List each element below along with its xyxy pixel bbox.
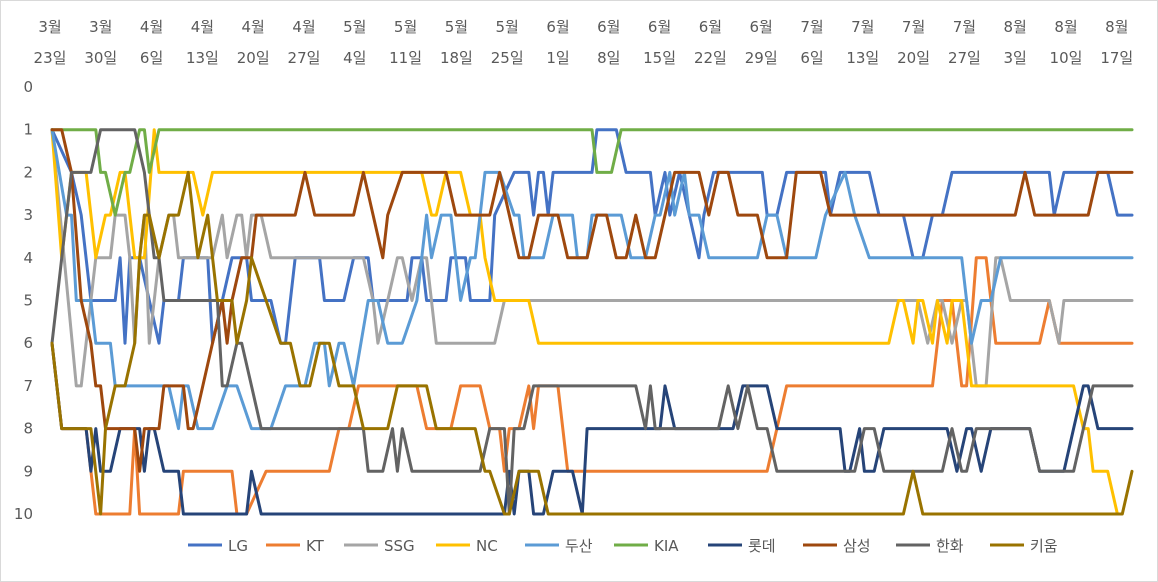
series-line-두산: [50, 128, 1134, 431]
x-tick-day: 8일: [597, 49, 620, 67]
legend-label: KT: [306, 537, 325, 555]
legend-label: 롯데: [748, 537, 776, 555]
x-tick-day: 27일: [288, 49, 321, 67]
x-tick-month: 6월: [648, 18, 671, 36]
x-tick-day: 20일: [897, 49, 930, 67]
legend-label: SSG: [384, 537, 415, 555]
y-tick-label: 6: [23, 334, 33, 352]
series-line-삼성: [50, 128, 1134, 473]
x-tick-month: 7월: [851, 18, 874, 36]
x-tick-month: 7월: [902, 18, 925, 36]
x-tick-day: 30일: [84, 49, 117, 67]
x-tick-month: 4월: [191, 18, 214, 36]
x-tick-month: 6월: [699, 18, 722, 36]
legend-label: 키움: [1030, 537, 1058, 555]
legend-label: 한화: [936, 537, 964, 555]
y-tick-label: 10: [14, 505, 33, 523]
x-tick-day: 29일: [745, 49, 778, 67]
x-tick-month: 6월: [597, 18, 620, 36]
x-tick-day: 6일: [140, 49, 163, 67]
y-axis: 0 1 2 3 4 5 6 7 8 9 10: [14, 78, 33, 523]
x-tick-month: 6월: [546, 18, 569, 36]
x-tick-day: 23일: [34, 49, 67, 67]
y-tick-label: 7: [23, 377, 33, 395]
legend-label: KIA: [654, 537, 679, 555]
legend-label: NC: [476, 537, 498, 555]
y-tick-label: 5: [23, 292, 33, 310]
x-tick-day: 3일: [1004, 49, 1027, 67]
x-tick-day: 20일: [237, 49, 270, 67]
y-tick-label: 9: [23, 462, 33, 480]
x-tick-day: 15일: [643, 49, 676, 67]
legend-label: 두산: [565, 537, 593, 555]
x-tick-month: 8월: [1004, 18, 1027, 36]
x-tick-day: 18일: [440, 49, 473, 67]
x-tick-month: 7월: [800, 18, 823, 36]
series-line-키움: [50, 170, 1134, 516]
plot-lines: [50, 128, 1134, 516]
x-axis: 3월 23일 3월 30일 4월 6일 4월 13일 4월 20일 4월 27일 5월 4일 5월 11일 5월…: [34, 18, 1134, 67]
x-tick-day: 17일: [1100, 49, 1133, 67]
x-tick-month: 8월: [1105, 18, 1128, 36]
y-tick-label: 4: [23, 249, 33, 267]
x-tick-month: 4월: [140, 18, 163, 36]
x-tick-day: 25일: [491, 49, 524, 67]
legend: LG KT SSG NC 두산 KIA 롯데 삼성 한화 키움: [188, 537, 1058, 555]
x-tick-day: 1일: [546, 49, 569, 67]
y-tick-label: 0: [23, 78, 33, 96]
x-tick-month: 3월: [38, 18, 61, 36]
x-tick-day: 13일: [846, 49, 879, 67]
x-tick-day: 11일: [389, 49, 422, 67]
x-tick-month: 3월: [89, 18, 112, 36]
legend-label: LG: [228, 537, 248, 555]
x-tick-month: 4월: [292, 18, 315, 36]
x-tick-month: 4월: [242, 18, 265, 36]
x-tick-month: 8월: [1054, 18, 1077, 36]
y-tick-label: 1: [23, 121, 33, 139]
x-tick-month: 7월: [953, 18, 976, 36]
series-line-KIA: [50, 128, 1134, 217]
x-tick-month: 5월: [496, 18, 519, 36]
legend-label: 삼성: [843, 537, 871, 555]
x-tick-day: 4일: [343, 49, 366, 67]
x-tick-day: 6일: [800, 49, 823, 67]
x-tick-day: 22일: [694, 49, 727, 67]
x-tick-day: 13일: [186, 49, 219, 67]
x-tick-month: 6월: [750, 18, 773, 36]
x-tick-day: 10일: [1050, 49, 1083, 67]
y-tick-label: 2: [23, 163, 33, 181]
x-tick-month: 5월: [343, 18, 366, 36]
x-tick-month: 5월: [445, 18, 468, 36]
series-line-롯데: [50, 341, 1134, 516]
y-tick-label: 8: [23, 420, 33, 438]
x-tick-day: 27일: [948, 49, 981, 67]
y-tick-label: 3: [23, 206, 33, 224]
x-tick-month: 5월: [394, 18, 417, 36]
